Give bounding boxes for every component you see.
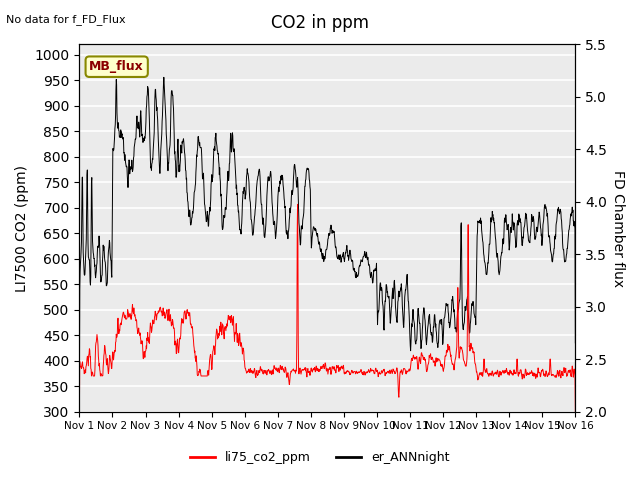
Y-axis label: FD Chamber flux: FD Chamber flux [611, 169, 625, 287]
Text: CO2 in ppm: CO2 in ppm [271, 14, 369, 33]
Legend: li75_co2_ppm, er_ANNnight: li75_co2_ppm, er_ANNnight [186, 446, 454, 469]
Text: No data for f_FD_Flux: No data for f_FD_Flux [6, 14, 126, 25]
Y-axis label: LI7500 CO2 (ppm): LI7500 CO2 (ppm) [15, 165, 29, 291]
Text: MB_flux: MB_flux [90, 60, 144, 73]
